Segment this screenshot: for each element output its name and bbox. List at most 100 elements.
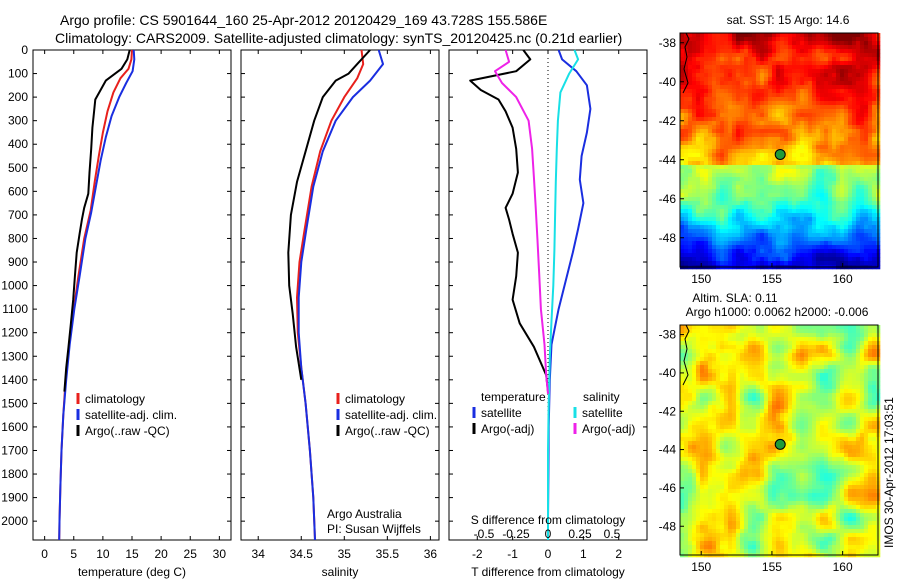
map-cell [860,365,865,370]
map-cell [820,325,825,330]
map-cell [692,453,697,458]
map-cell [868,65,873,70]
map-cell [696,137,701,142]
map-cell [812,197,817,202]
map-cell [776,237,781,242]
map-cell [812,261,817,266]
map-cell [788,221,793,226]
map-cell [732,437,737,442]
map-cell [812,93,817,98]
map-cell [848,405,853,410]
map-cell [764,141,769,146]
map-cell [768,165,773,170]
map-cell [748,417,753,422]
map-cell [688,457,693,462]
map-cell [756,125,761,130]
map-cell [812,365,817,370]
map-cell [768,93,773,98]
map-cell [860,145,865,150]
map-cell [704,405,709,410]
map-cell [804,37,809,42]
map-cell [768,53,773,58]
map-cell [816,93,821,98]
map-cell [772,73,777,78]
map-cell [756,221,761,226]
map-cell [788,417,793,422]
map-cell [840,413,845,418]
map-cell [820,345,825,350]
map-cell [744,413,749,418]
map-cell [788,377,793,382]
map-cell [780,173,785,178]
map-cell [716,481,721,486]
map-cell [812,237,817,242]
map-cell [808,133,813,138]
map-cell [728,249,733,254]
map-cell [872,409,877,414]
map-cell [788,201,793,206]
map-cell [812,129,817,134]
map-cell [848,169,853,174]
map-cell [820,465,825,470]
map-cell [752,337,757,342]
map-cell [852,109,857,114]
map-cell [836,169,841,174]
map-cell [692,185,697,190]
map-cell [752,157,757,162]
map-cell [728,377,733,382]
map-cell [736,369,741,374]
map-cell [744,249,749,254]
map-cell [872,453,877,458]
map-cell [828,461,833,466]
map-cell [748,241,753,246]
map-cell [728,45,733,50]
map-cell [812,353,817,358]
map-cell [808,33,813,38]
map-cell [852,445,857,450]
map-cell [776,261,781,266]
map-cell [804,421,809,426]
map-cell [692,457,697,462]
map-cell [840,161,845,166]
map-cell [844,409,849,414]
map-cell [824,61,829,66]
map-cell [800,353,805,358]
map-cell [796,85,801,90]
map-cell [780,449,785,454]
map-cell [808,365,813,370]
map-cell [860,45,865,50]
map-cell [684,81,689,86]
map-cell [820,185,825,190]
map-cell [804,437,809,442]
map-cell [772,237,777,242]
map-cell [816,189,821,194]
map-cell [852,349,857,354]
map-cell [688,81,693,86]
map-cell [692,421,697,426]
map-cell [776,113,781,118]
map-cell [820,461,825,466]
map-cell [752,201,757,206]
map-cell [712,85,717,90]
map-cell [744,113,749,118]
map-cell [764,121,769,126]
map-cell [744,65,749,70]
map-cell [820,449,825,454]
map-cell [816,161,821,166]
map-cell [716,197,721,202]
map-cell [720,429,725,434]
map-cell [700,337,705,342]
map-cell [788,229,793,234]
map-cell [740,93,745,98]
map-cell [692,373,697,378]
map-cell [820,101,825,106]
map-cell [688,453,693,458]
map-cell [704,325,709,330]
map-cell [692,385,697,390]
map-cell [872,81,877,86]
map-cell [720,129,725,134]
map-cell [756,461,761,466]
map-cell [832,37,837,42]
map-cell [748,165,753,170]
map-cell [776,121,781,126]
